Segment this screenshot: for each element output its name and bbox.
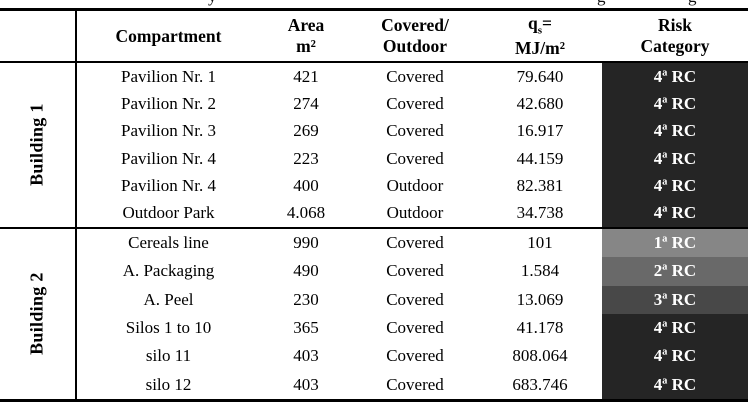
qs-cell: 42.680 — [516, 93, 564, 113]
risk-category-cell: 4ª RC — [602, 117, 748, 145]
risk-category-cell: 4ª RC — [602, 63, 748, 91]
header-label-line1: Area — [287, 15, 325, 36]
risk-category-cell: 4ª RC — [602, 199, 748, 227]
area-cell: 230 — [293, 289, 319, 309]
risk-category-cell: 3ª RC — [602, 285, 748, 314]
risk-category-cell: 4ª RC — [602, 314, 748, 343]
building-group-label-cell: Building 2 — [0, 229, 75, 399]
covered-outdoor-cell: Covered — [386, 233, 444, 253]
compartment-cell: Pavilion Nr. 1 — [75, 63, 260, 91]
covered-outdoor-cell: Covered — [386, 261, 444, 281]
header-cell-qs: qs= MJ/m² — [478, 11, 602, 61]
table-header-row: Compartment Area m² Covered/ Outdoor qs=… — [0, 8, 748, 63]
area-cell: 403 — [293, 374, 319, 394]
header-cell-covered-outdoor: Covered/ Outdoor — [352, 11, 478, 61]
area-cell: 274 — [293, 93, 319, 113]
qs-cell: 44.159 — [516, 148, 564, 168]
compartment-cell: Cereals line — [75, 229, 260, 258]
area-cell: 365 — [293, 318, 319, 338]
compartment-cell: A. Peel — [75, 285, 260, 314]
header-label-line2: Category — [640, 36, 710, 56]
qs-cell: 16.917 — [516, 121, 564, 141]
header-cell-area: Area m² — [260, 11, 352, 61]
header-cell-building-spacer — [0, 11, 75, 61]
area-cell: 4.068 — [286, 203, 326, 223]
covered-outdoor-cell: Covered — [386, 289, 444, 309]
header-label-line2: Outdoor — [382, 36, 448, 56]
compartment-cell: Pavilion Nr. 4 — [75, 145, 260, 173]
header-label-line1: Covered/ — [381, 15, 449, 36]
risk-category-cell: 4ª RC — [602, 90, 748, 118]
header-label-line2: MJ/m² — [515, 37, 565, 58]
header-cell-risk-category: Risk Category — [602, 11, 748, 61]
covered-outdoor-cell: Covered — [386, 148, 444, 168]
risk-category-cell: 4ª RC — [602, 370, 748, 399]
covered-outdoor-cell: Covered — [386, 374, 444, 394]
cropped-caption-fragment: g — [597, 0, 606, 7]
risk-category-cell: 1ª RC — [602, 229, 748, 258]
building-label-text: Building 2 — [26, 272, 47, 356]
qs-cell: 683.746 — [512, 374, 568, 394]
compartment-cell: Pavilion Nr. 4 — [75, 172, 260, 200]
risk-category-cell: 4ª RC — [602, 342, 748, 371]
qs-cell: 34.738 — [516, 203, 564, 223]
covered-outdoor-cell: Covered — [386, 93, 444, 113]
qs-cell: 79.640 — [516, 66, 564, 86]
compartment-cell: silo 11 — [75, 342, 260, 371]
risk-category-cell: 2ª RC — [602, 257, 748, 286]
area-cell: 421 — [293, 66, 319, 86]
area-cell: 223 — [293, 148, 319, 168]
building-1-section: Building 1 Pavilion Nr. 1 421 Covered 79… — [0, 63, 748, 229]
building-label-text: Building 1 — [26, 103, 47, 187]
header-label: Compartment — [115, 25, 222, 46]
qs-cell: 41.178 — [516, 318, 564, 338]
covered-outdoor-cell: Outdoor — [386, 203, 444, 223]
qs-cell: 13.069 — [516, 289, 564, 309]
compartment-cell: silo 12 — [75, 370, 260, 399]
area-cell: 269 — [293, 121, 319, 141]
covered-outdoor-cell: Covered — [386, 346, 444, 366]
covered-outdoor-cell: Outdoor — [386, 175, 444, 195]
building-group-label-cell: Building 1 — [0, 63, 75, 227]
qs-cell: 101 — [527, 233, 553, 253]
compartment-cell: Silos 1 to 10 — [75, 314, 260, 343]
header-label-line2: m² — [296, 36, 316, 56]
compartment-cell: Outdoor Park — [75, 199, 260, 227]
risk-category-cell: 4ª RC — [602, 172, 748, 200]
area-cell: 403 — [293, 346, 319, 366]
header-label-line1: qs= — [528, 13, 552, 37]
compartment-cell: A. Packaging — [75, 257, 260, 286]
covered-outdoor-cell: Covered — [386, 66, 444, 86]
compartment-risk-table: Compartment Area m² Covered/ Outdoor qs=… — [0, 8, 748, 402]
cropped-caption-fragment: y — [208, 0, 217, 7]
qs-cell: 1.584 — [520, 261, 560, 281]
covered-outdoor-cell: Covered — [386, 318, 444, 338]
compartment-cell: Pavilion Nr. 2 — [75, 90, 260, 118]
area-cell: 990 — [293, 233, 319, 253]
header-cell-compartment: Compartment — [75, 11, 260, 61]
header-label-line1: Risk — [657, 15, 693, 36]
building-2-section: Building 2 Cereals line 990 Covered 101 … — [0, 229, 748, 402]
qs-cell: 808.064 — [512, 346, 568, 366]
qs-cell: 82.381 — [516, 175, 564, 195]
covered-outdoor-cell: Covered — [386, 121, 444, 141]
risk-category-cell: 4ª RC — [602, 145, 748, 173]
area-cell: 400 — [293, 175, 319, 195]
compartment-cell: Pavilion Nr. 3 — [75, 117, 260, 145]
area-cell: 490 — [293, 261, 319, 281]
cropped-caption-fragment: g — [688, 0, 697, 7]
